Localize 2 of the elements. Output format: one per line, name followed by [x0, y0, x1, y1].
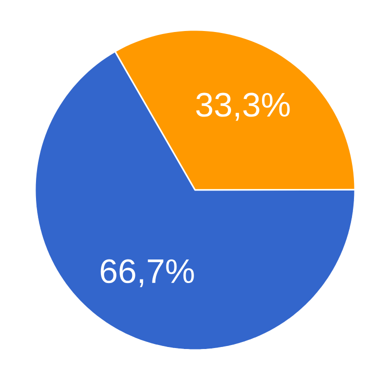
data-label: 66,7%: [100, 259, 194, 288]
data-label: 33,3%: [196, 92, 290, 121]
